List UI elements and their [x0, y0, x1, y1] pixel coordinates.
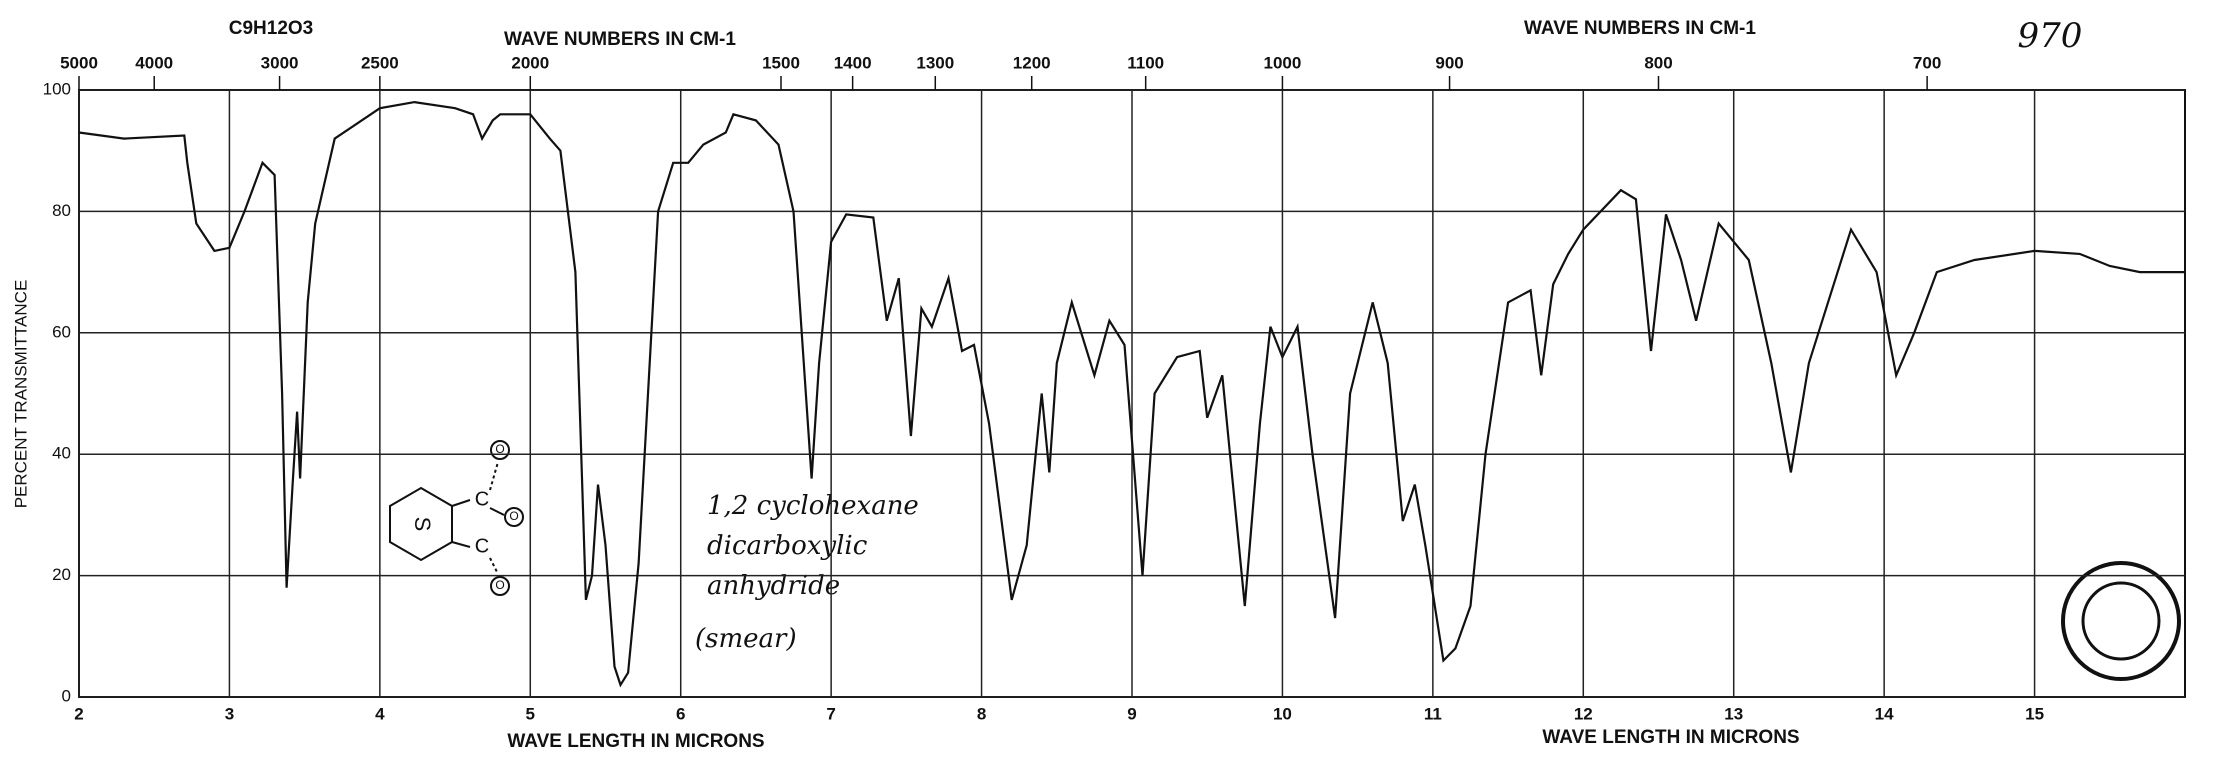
x-axis-title: WAVE LENGTH IN MICRONS — [507, 731, 764, 752]
atom-ring — [490, 576, 510, 596]
x2-tick-label: 1300 — [916, 53, 954, 72]
x-tick-label: 6 — [676, 704, 685, 723]
logo — [2061, 561, 2181, 681]
x-tick-label: 7 — [826, 704, 835, 723]
x2-tick-label: 1000 — [1264, 53, 1302, 72]
x-tick-label: 3 — [225, 704, 234, 723]
annotation: 1,2 cyclohexane — [707, 491, 919, 521]
x-tick-label: 13 — [1724, 704, 1743, 723]
structure — [389, 440, 524, 596]
atom-label: C — [475, 488, 489, 510]
x2-tick-label: 4000 — [135, 53, 173, 72]
x2-tick-label: 1200 — [1013, 53, 1051, 72]
bond — [451, 541, 471, 548]
x-tick-label: 15 — [2025, 704, 2044, 723]
formula: C9H12O3 — [229, 18, 314, 39]
y-tick-label: 0 — [62, 686, 71, 705]
logo-ring — [2081, 581, 2161, 661]
x-tick-label: 9 — [1127, 704, 1136, 723]
x-tick-label: 4 — [375, 704, 385, 723]
ring-label: S — [410, 517, 435, 532]
y-tick-label: 100 — [43, 79, 71, 98]
x-tick-label: 12 — [1574, 704, 1593, 723]
x2-tick-label: 5000 — [60, 53, 98, 72]
atom-label: O — [509, 509, 518, 523]
x-tick-label: 14 — [1875, 704, 1894, 723]
x-tick-label: 10 — [1273, 704, 1292, 723]
atom-ring — [490, 440, 510, 460]
x2-tick-label: 2500 — [361, 53, 399, 72]
bond — [489, 557, 499, 575]
atom-ring — [504, 507, 524, 527]
spectrum-line — [78, 100, 2185, 688]
bond — [451, 499, 471, 507]
atom-label: C — [475, 535, 489, 557]
y-tick-label: 20 — [52, 565, 71, 584]
x2-tick-label: 1500 — [762, 53, 800, 72]
x2-tick-label: 900 — [1435, 53, 1463, 72]
top-axis-title: WAVE NUMBERS IN CM-1 — [504, 29, 736, 50]
x2-tick-label: 800 — [1644, 53, 1672, 72]
annotation: dicarboxylic — [707, 531, 868, 561]
annotation: (smear) — [695, 624, 797, 654]
atom-label: O — [495, 442, 504, 456]
x-tick-label: 8 — [977, 704, 986, 723]
catalog-number: 970 — [2018, 16, 2083, 56]
x2-tick-label: 1400 — [834, 53, 872, 72]
x-tick-label: 5 — [526, 704, 535, 723]
x2-tick-label: 2000 — [511, 53, 549, 72]
bond — [489, 461, 499, 491]
y-tick-label: 80 — [52, 201, 71, 220]
y-tick-label: 40 — [52, 444, 71, 463]
bond — [489, 507, 505, 516]
y-axis-title: PERCENT TRANSMITTANCE — [11, 280, 30, 509]
x2-tick-label: 700 — [1913, 53, 1941, 72]
y-tick-label: 60 — [52, 322, 71, 341]
logo-ring — [2061, 561, 2181, 681]
top-axis-title: WAVE NUMBERS IN CM-1 — [1524, 18, 1756, 39]
x2-tick-label: 1100 — [1127, 53, 1164, 72]
atom-label: O — [495, 578, 504, 592]
x-axis-title: WAVE LENGTH IN MICRONS — [1542, 727, 1799, 748]
x-tick-label: 11 — [1424, 704, 1442, 723]
x-tick-label: 2 — [74, 704, 83, 723]
x2-tick-label: 3000 — [261, 53, 299, 72]
